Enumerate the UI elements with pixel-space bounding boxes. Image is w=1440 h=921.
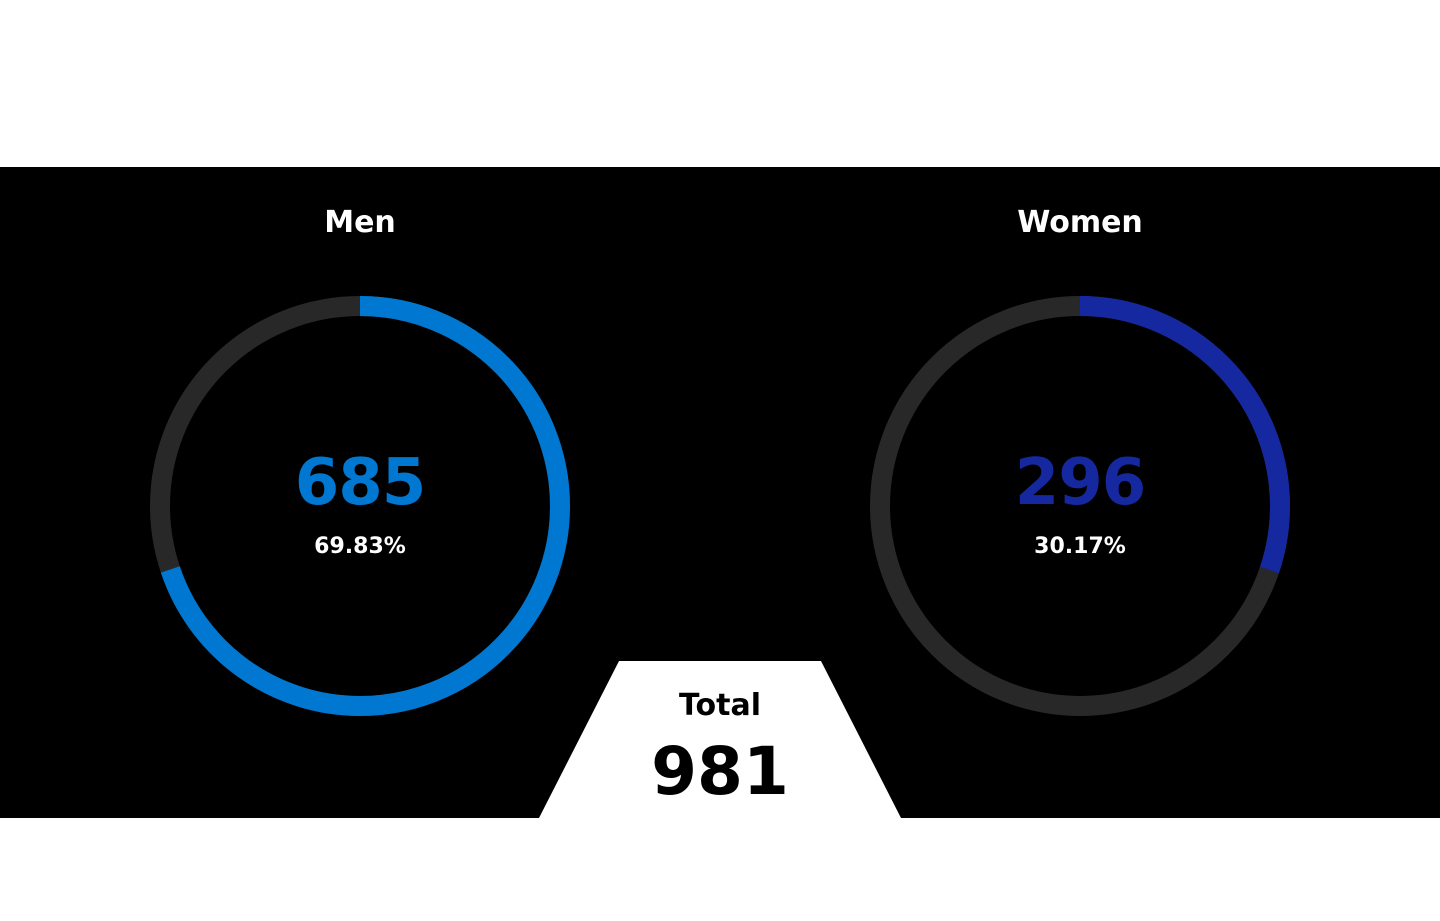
men-title: Men bbox=[324, 205, 396, 240]
total-value: 981 bbox=[651, 733, 789, 810]
women-title: Women bbox=[1017, 205, 1143, 240]
total-tab: Total 981 bbox=[539, 660, 901, 818]
women-percentage: 30.17% bbox=[1034, 534, 1126, 559]
women-count: 296 bbox=[1014, 446, 1147, 520]
women-donut-arc bbox=[870, 296, 1290, 716]
women-donut-svg bbox=[870, 296, 1290, 716]
men-count: 685 bbox=[294, 446, 427, 520]
men-donut-arc bbox=[150, 296, 570, 716]
men-donut-svg bbox=[150, 296, 570, 716]
men-donut-chart: Men 685 69.83% bbox=[140, 167, 580, 818]
men-percentage: 69.83% bbox=[314, 534, 406, 559]
total-label: Total bbox=[679, 688, 761, 723]
women-donut-chart: Women 296 30.17% bbox=[860, 167, 1300, 818]
total-tab-shape bbox=[539, 661, 901, 818]
